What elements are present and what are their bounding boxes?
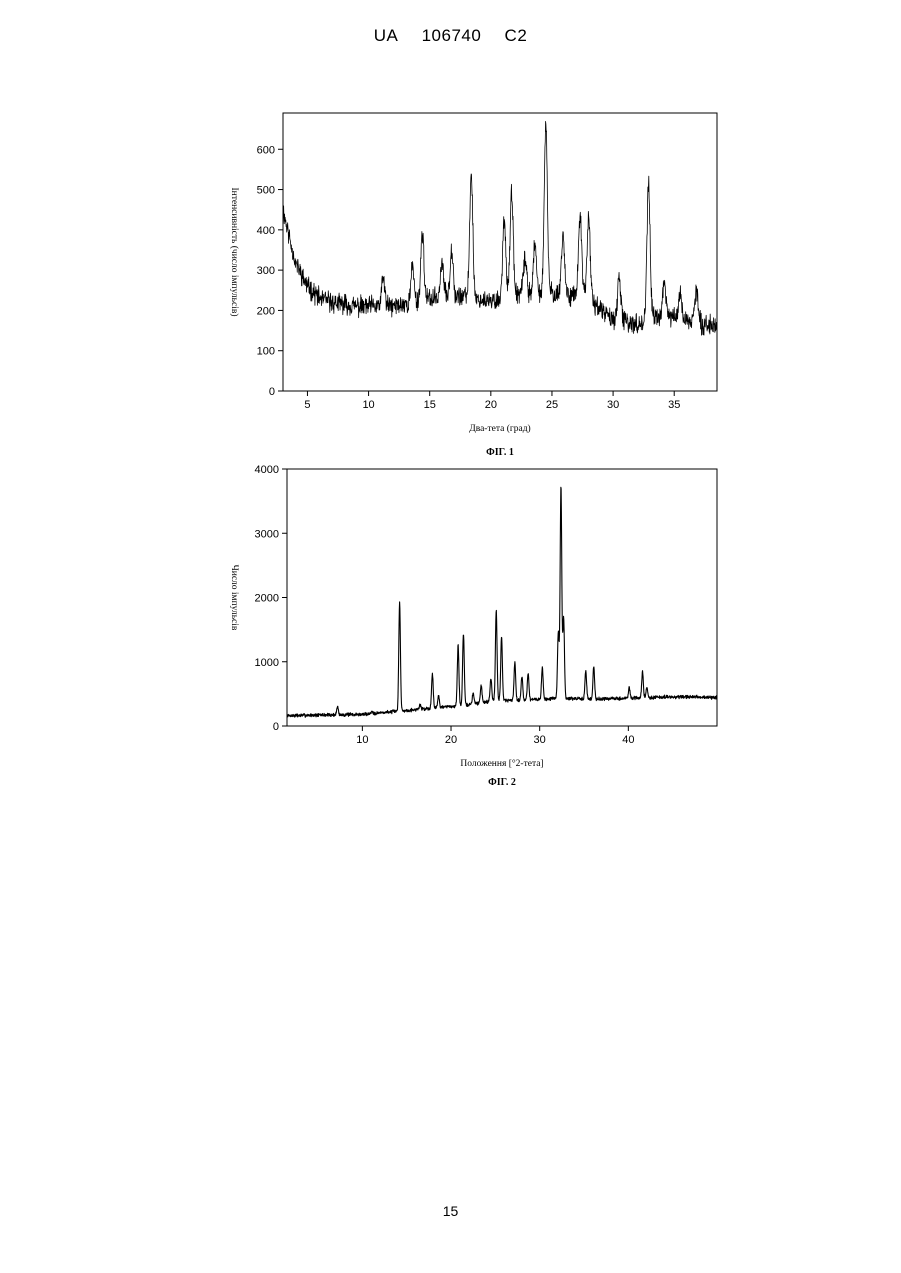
peak-point	[501, 635, 502, 636]
peak-point	[463, 632, 464, 633]
peak-point	[521, 675, 522, 676]
y-tick-label: 0	[273, 721, 279, 733]
fig2-chart: 10 20 30 40 0 1000 2000 3000 4000 Положення [°2-т…	[0, 0, 901, 820]
x-tick-label: 30	[534, 734, 546, 746]
series-line	[287, 487, 717, 717]
y-tick-label: 3000	[255, 528, 279, 540]
peak-point	[490, 677, 491, 678]
peak-point	[528, 672, 529, 673]
y-tick-label: 1000	[255, 657, 279, 669]
y-tick-label: 4000	[255, 464, 279, 476]
x-axis-title: Положення [°2-тета]	[460, 758, 543, 769]
y-tick-label: 2000	[255, 593, 279, 605]
figure-caption: ФІГ. 2	[488, 777, 516, 788]
page-number: 15	[0, 1203, 901, 1219]
x-tick-label: 40	[622, 734, 634, 746]
y-axis-title: Число імпульсів	[229, 565, 239, 631]
plot-frame	[287, 469, 717, 726]
x-tick-label: 20	[445, 734, 457, 746]
x-tick-label: 10	[356, 734, 368, 746]
